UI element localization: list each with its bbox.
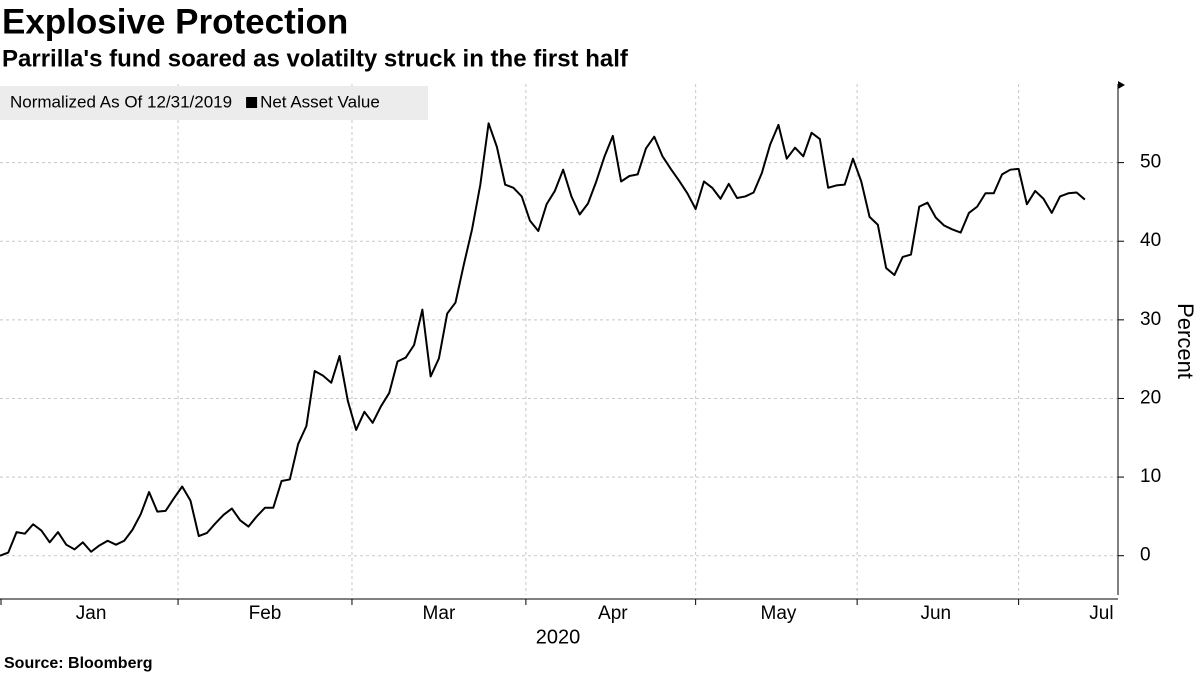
y-axis-arrow xyxy=(1118,81,1125,89)
legend-swatch xyxy=(246,97,258,108)
x-tick-label: Apr xyxy=(598,603,628,624)
legend-box xyxy=(0,86,428,120)
y-tick-label: 20 xyxy=(1140,387,1161,408)
legend: Normalized As Of 12/31/2019 Net Asset Val… xyxy=(0,86,428,120)
y-tick-label: 0 xyxy=(1140,545,1151,566)
chart-title: Explosive Protection xyxy=(2,2,348,41)
source-note: Source: Bloomberg xyxy=(4,655,152,672)
data-line xyxy=(0,122,1086,557)
legend-label: Net Asset Value xyxy=(260,92,380,111)
legend-title: Normalized As Of 12/31/2019 xyxy=(10,92,232,111)
x-tick-label: May xyxy=(761,603,797,624)
x-tick-label: Jul xyxy=(1089,603,1113,624)
y-tick-label: 30 xyxy=(1140,309,1161,330)
x-tick-label: Jan xyxy=(76,603,107,624)
x-tick-label: Jun xyxy=(920,603,951,624)
y-axis-title: Percent xyxy=(1173,303,1198,379)
x-tick-label: Mar xyxy=(423,603,456,624)
chart-subtitle: Parrilla's fund soared as volatilty stru… xyxy=(2,45,629,72)
y-tick-label: 10 xyxy=(1140,466,1161,487)
x-axis-title: 2020 xyxy=(536,626,581,648)
x-tick-label: Feb xyxy=(249,603,282,624)
y-tick-label: 40 xyxy=(1140,230,1161,251)
y-tick-label: 50 xyxy=(1140,152,1161,173)
